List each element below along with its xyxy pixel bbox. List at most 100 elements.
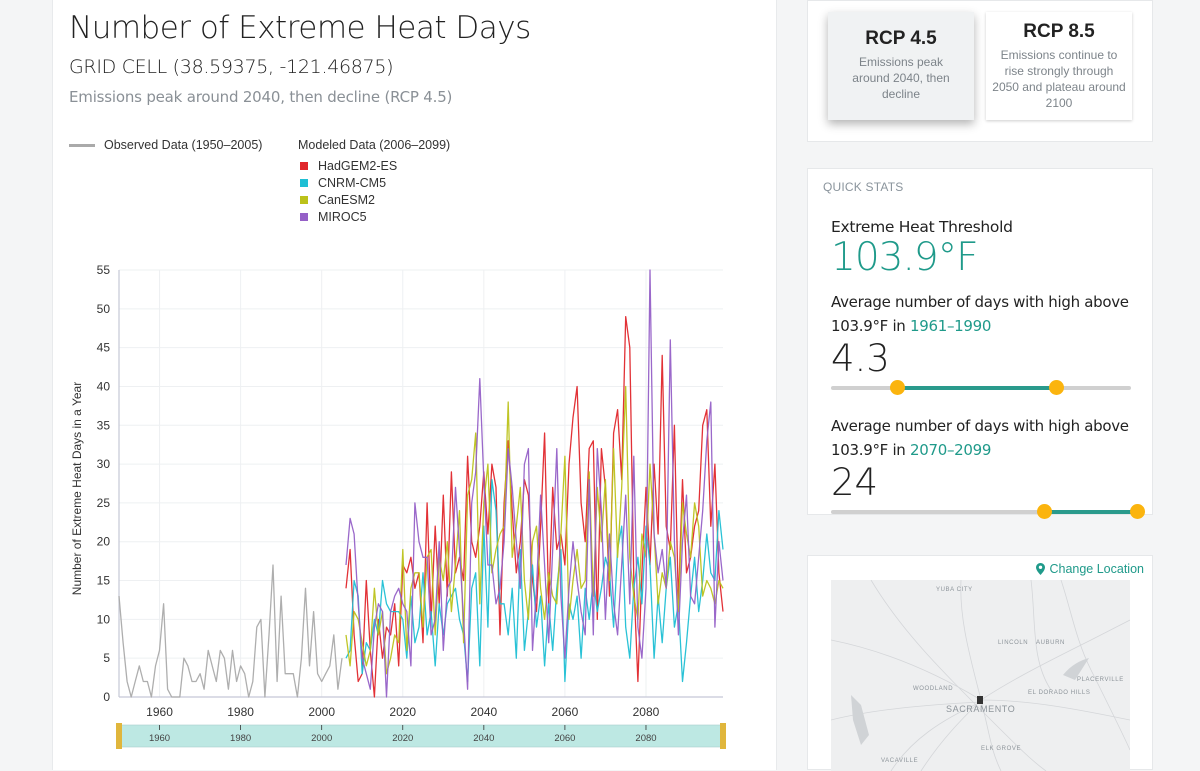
y-tick-label: 0 bbox=[103, 690, 110, 704]
x-tick-label: 2080 bbox=[633, 705, 660, 719]
y-tick-label: 35 bbox=[97, 418, 111, 432]
map-place-label: YUBA CITY bbox=[936, 587, 973, 593]
cnrm-cm5-swatch-icon bbox=[300, 178, 308, 187]
brush-tick-label: 2000 bbox=[311, 733, 332, 744]
stat1-period: 1961–1990 bbox=[909, 317, 992, 335]
rcp-title: RCP 8.5 bbox=[1023, 21, 1095, 42]
map-place-label: LINCOLN bbox=[998, 640, 1029, 646]
legend-observed: Observed Data (1950–2005) bbox=[69, 138, 262, 152]
chart-series bbox=[118, 269, 724, 698]
canesm2-swatch-icon bbox=[300, 195, 308, 204]
stat2-range-start-handle[interactable] bbox=[1037, 504, 1052, 519]
x-axis: 1960 1980 2000 2020 2040 2060 2080 bbox=[119, 696, 723, 719]
stat2-range-fill bbox=[1044, 510, 1137, 514]
x-tick-label: 1960 bbox=[146, 705, 173, 719]
x-tick-label: 1980 bbox=[227, 705, 254, 719]
stat2-value: 24 bbox=[831, 461, 879, 504]
chart-grid bbox=[119, 269, 723, 698]
brush-tick-label: 2020 bbox=[392, 733, 413, 744]
rcp-selector-card: RCP 4.5 Emissions peak around 2040, then… bbox=[807, 0, 1153, 142]
stat1-range-start-handle[interactable] bbox=[890, 380, 905, 395]
x-tick-label: 2000 bbox=[308, 705, 335, 719]
change-location-label: Change Location bbox=[1049, 562, 1144, 576]
legend-item-label: CNRM-CM5 bbox=[318, 175, 387, 190]
quick-stats-card: QUICK STATS Extreme Heat Threshold 103.9… bbox=[807, 168, 1153, 519]
page-title: Number of Extreme Heat Days bbox=[69, 10, 531, 46]
legend-item-miroc5[interactable]: MIROC5 bbox=[298, 208, 450, 225]
legend-item-hadgem2-es[interactable]: HadGEM2-ES bbox=[298, 157, 450, 174]
change-location-link[interactable]: Change Location bbox=[1036, 562, 1144, 576]
quick-stats-heading: QUICK STATS bbox=[823, 180, 904, 194]
legend-modeled-label: Modeled Data (2006–2099) bbox=[298, 138, 451, 152]
threshold-value: 103.9°F bbox=[831, 235, 979, 280]
miroc5-swatch-icon bbox=[300, 212, 308, 221]
stat1-value: 4.3 bbox=[831, 337, 890, 380]
time-range-brush[interactable]: 1960 1980 2000 2020 2040 2060 2080 bbox=[116, 723, 726, 749]
legend-modeled: Modeled Data (2006–2099) HadGEM2-ES CNRM… bbox=[298, 138, 450, 225]
rcp-8-5-button[interactable]: RCP 8.5 Emissions continue to rise stron… bbox=[986, 12, 1132, 120]
brush-tick-label: 2080 bbox=[635, 733, 656, 744]
y-tick-label: 10 bbox=[97, 612, 111, 626]
rcp-4-5-button[interactable]: RCP 4.5 Emissions peak around 2040, then… bbox=[828, 12, 974, 120]
x-tick-label: 2060 bbox=[552, 705, 579, 719]
y-axis: 0 5 10 15 20 25 30 35 40 45 50 55 bbox=[97, 263, 120, 704]
x-tick-label: 2040 bbox=[470, 705, 497, 719]
stat1-description: Average number of days with high above 1… bbox=[831, 290, 1131, 338]
brush-tick-label: 1960 bbox=[149, 733, 170, 744]
x-tick-label: 2020 bbox=[389, 705, 416, 719]
map-place-label: VACAVILLE bbox=[881, 758, 919, 764]
series-line-observed bbox=[118, 564, 343, 698]
brush-left-handle[interactable] bbox=[116, 723, 122, 749]
chart-card: Number of Extreme Heat Days GRID CELL (3… bbox=[52, 0, 777, 770]
stat2-text: Average number of days with high above 1… bbox=[831, 417, 1129, 459]
brush-tick-label: 1980 bbox=[230, 733, 251, 744]
y-tick-label: 50 bbox=[97, 302, 111, 316]
y-tick-label: 25 bbox=[97, 496, 111, 510]
map-pin-icon bbox=[1036, 563, 1046, 575]
stat1-range-end-handle[interactable] bbox=[1049, 380, 1064, 395]
location-marker-icon bbox=[977, 696, 983, 704]
y-tick-label: 5 bbox=[103, 651, 110, 665]
scenario-description: Emissions peak around 2040, then decline… bbox=[69, 88, 453, 106]
legend-item-cnrm-cm5[interactable]: CNRM-CM5 bbox=[298, 174, 450, 191]
location-map-card: Change Location YUBA CITY LINCOLN AUBURN… bbox=[807, 555, 1153, 771]
map-place-label: AUBURN bbox=[1036, 640, 1065, 646]
stat1-range-slider[interactable] bbox=[831, 380, 1131, 395]
legend-item-label: MIROC5 bbox=[318, 209, 367, 224]
hadgem2-es-swatch-icon bbox=[300, 161, 308, 170]
observed-line-swatch-icon bbox=[69, 143, 95, 147]
y-tick-label: 40 bbox=[97, 379, 111, 393]
series-line-miroc5 bbox=[345, 269, 724, 698]
y-axis-label: Number of Extreme Heat Days in a Year bbox=[70, 382, 84, 595]
map-roads bbox=[831, 580, 1130, 771]
y-tick-label: 55 bbox=[97, 263, 111, 277]
stat1-range-fill bbox=[897, 386, 1056, 390]
y-tick-label: 30 bbox=[97, 457, 111, 471]
brush-right-handle[interactable] bbox=[720, 723, 726, 749]
brush-selection bbox=[118, 724, 724, 748]
stat2-description: Average number of days with high above 1… bbox=[831, 414, 1131, 462]
y-tick-label: 15 bbox=[97, 574, 111, 588]
threshold-label: Extreme Heat Threshold bbox=[831, 218, 1013, 236]
rcp-description: Emissions peak around 2040, then decline bbox=[852, 55, 950, 101]
legend-item-label: HadGEM2-ES bbox=[318, 158, 398, 173]
series-line-canesm2 bbox=[345, 385, 724, 675]
rcp-title: RCP 4.5 bbox=[865, 28, 937, 49]
stat2-range-slider[interactable] bbox=[831, 504, 1145, 519]
location-map[interactable]: YUBA CITY LINCOLN AUBURN PLACERVILLE WOO… bbox=[831, 580, 1130, 771]
stat2-range-end-handle[interactable] bbox=[1130, 504, 1145, 519]
legend-observed-label: Observed Data (1950–2005) bbox=[104, 138, 263, 152]
brush-tick-label: 2040 bbox=[473, 733, 494, 744]
map-place-label: WOODLAND bbox=[913, 686, 954, 692]
rcp-description: Emissions continue to rise strongly thro… bbox=[992, 48, 1126, 110]
y-tick-label: 45 bbox=[97, 341, 111, 355]
legend-item-canesm2[interactable]: CanESM2 bbox=[298, 191, 450, 208]
map-place-label: ELK GROVE bbox=[981, 746, 1022, 752]
map-place-label: EL DORADO HILLS bbox=[1028, 690, 1091, 696]
grid-cell-subtitle: GRID CELL (38.59375, -121.46875) bbox=[69, 56, 394, 78]
stat2-period: 2070–2099 bbox=[909, 441, 992, 459]
brush-tick-label: 2060 bbox=[554, 733, 575, 744]
map-place-label: SACRAMENTO bbox=[946, 704, 1016, 714]
heat-days-line-chart: 0 5 10 15 20 25 30 35 40 45 50 55 1960 1980 2000 2020 2… bbox=[70, 263, 726, 749]
legend-item-label: CanESM2 bbox=[318, 192, 375, 207]
